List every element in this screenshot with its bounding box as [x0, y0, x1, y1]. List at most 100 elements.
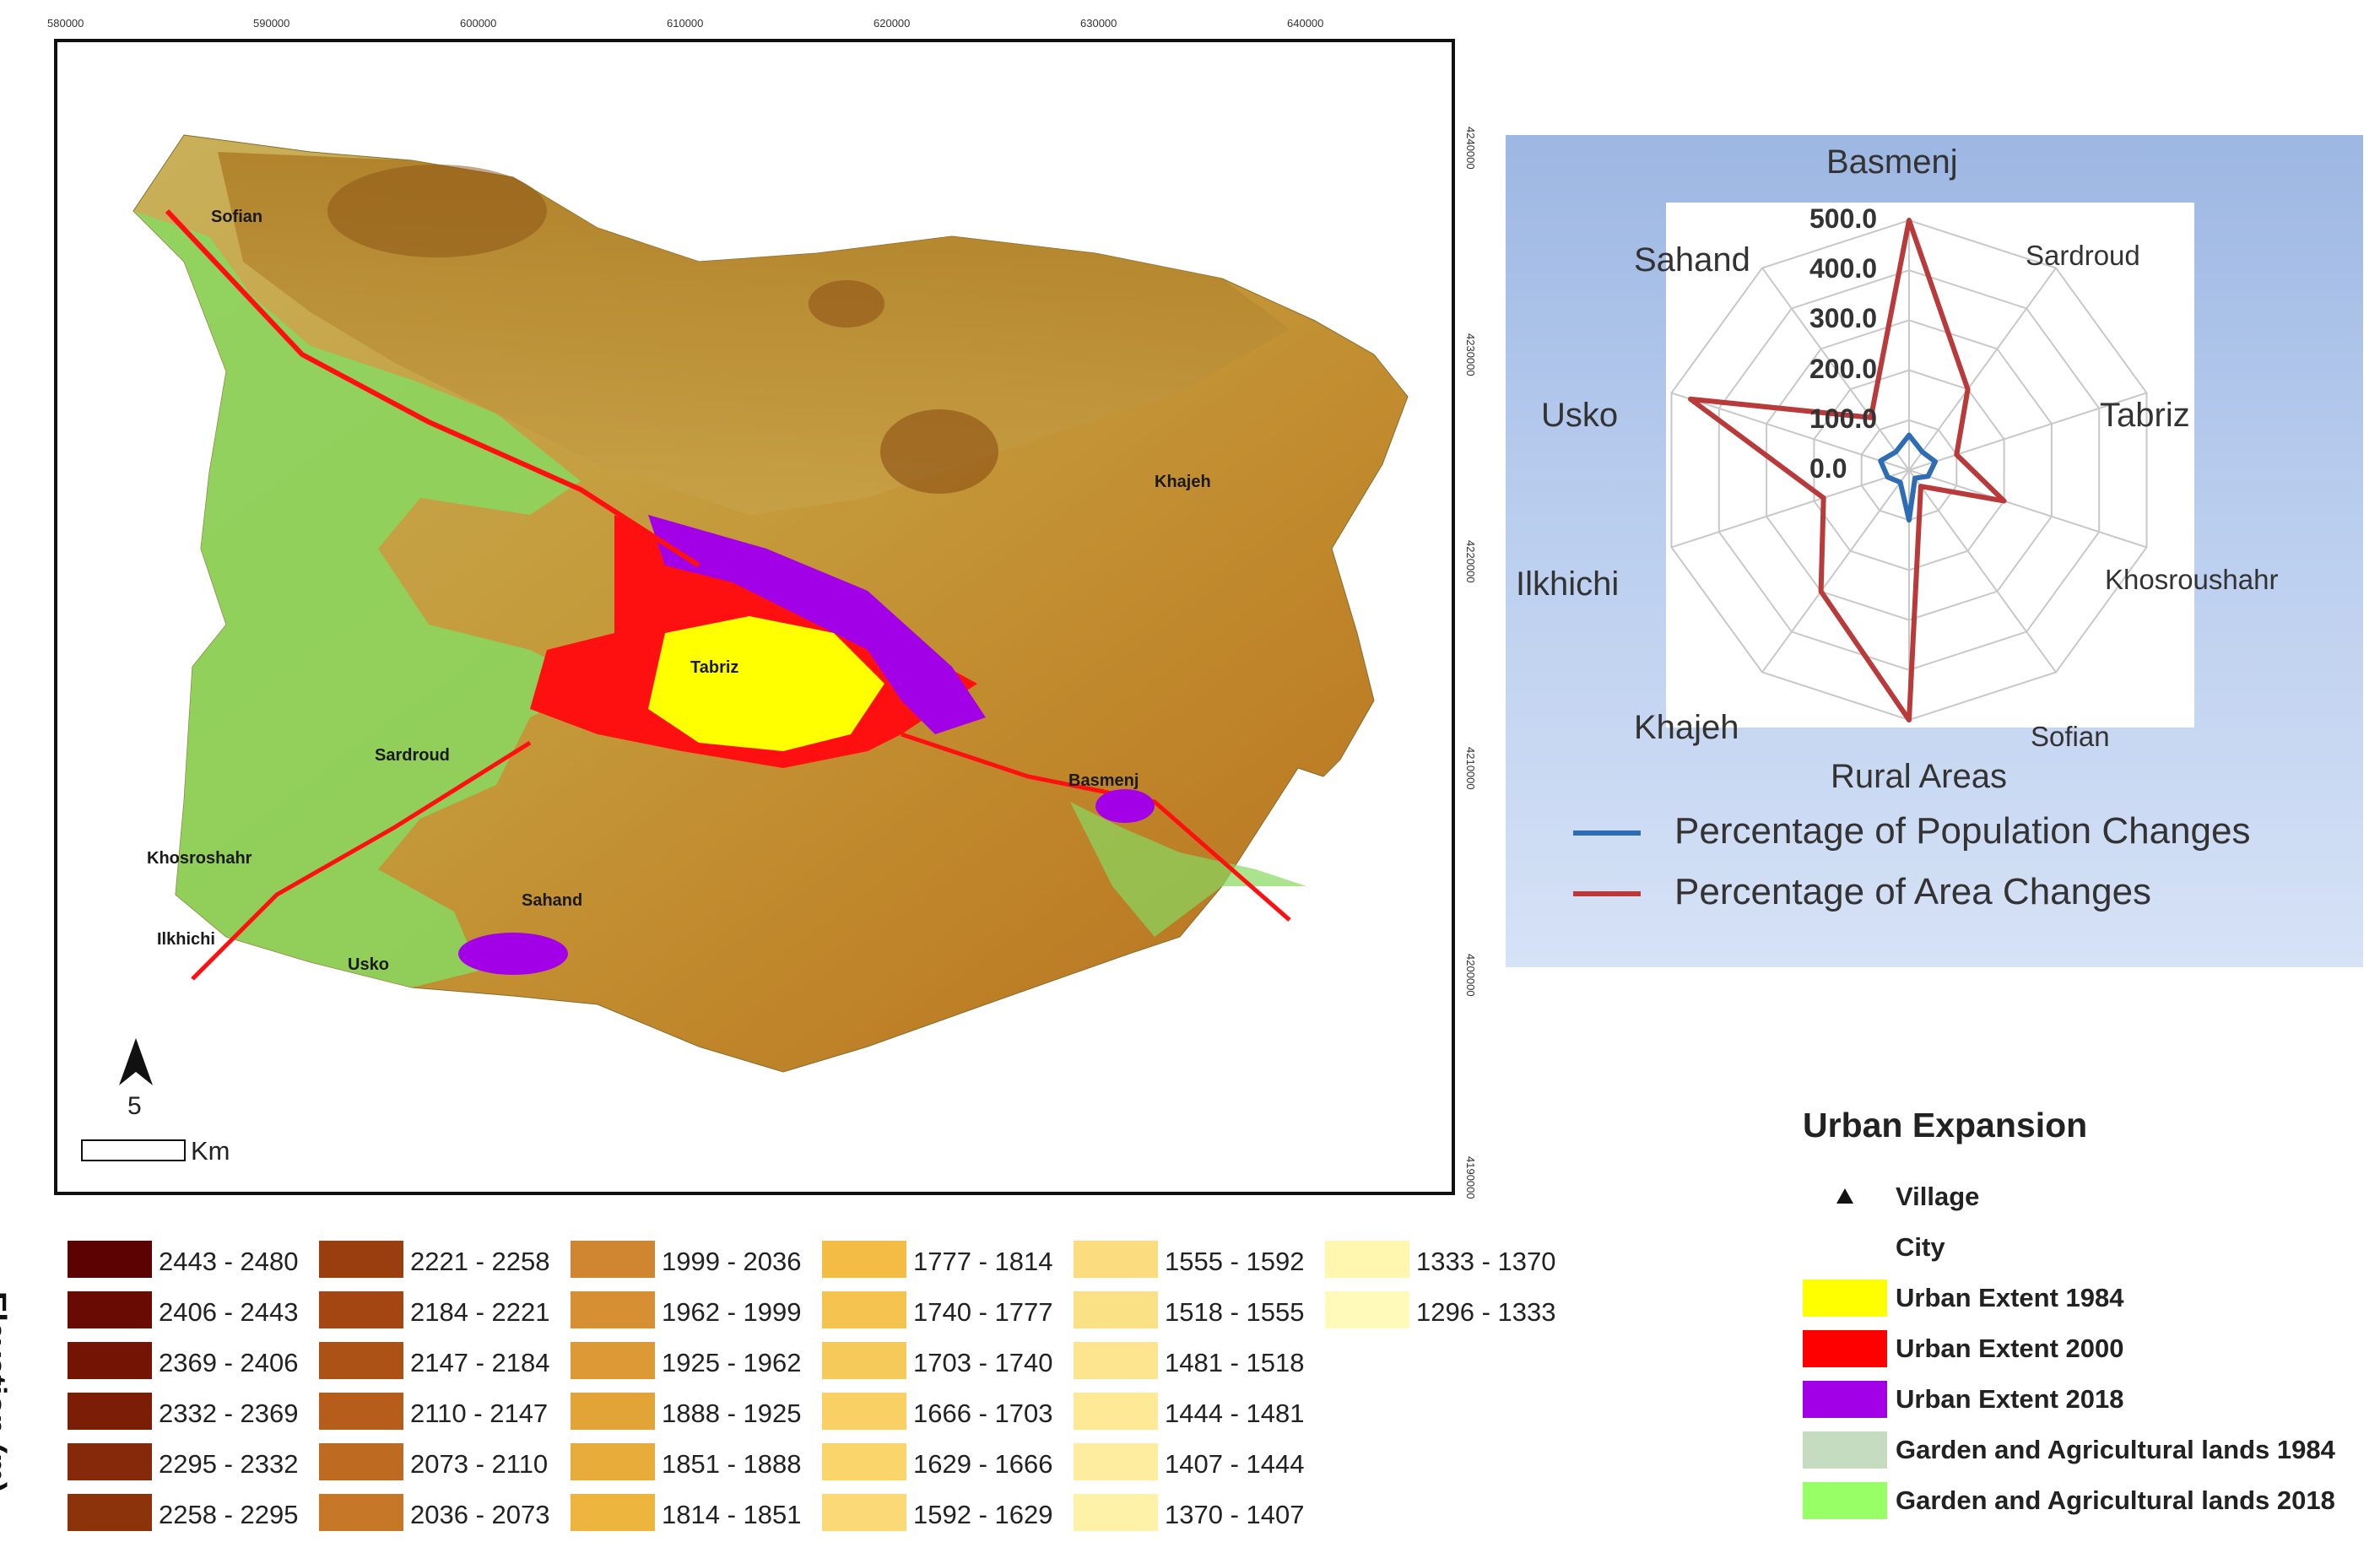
north-arrow [116, 1038, 155, 1093]
elevation-class-label: 1740 - 1777 [913, 1297, 1053, 1327]
radar-spoke [1761, 267, 1910, 471]
elevation-swatch [822, 1241, 906, 1278]
legend-garden-1984-label: Garden and Agricultural lands 1984 [1896, 1435, 2335, 1464]
legend-area-label: Percentage of Area Changes [1674, 871, 2152, 912]
radar-axis-label: Sofian [2031, 721, 2110, 752]
map-place-label: Tabriz [690, 658, 739, 677]
map-x-tick: 620000 [874, 17, 911, 30]
map-x-tick: 580000 [47, 17, 84, 30]
legend-area-line [1573, 891, 1641, 897]
elevation-class-label: 2147 - 2184 [410, 1348, 550, 1377]
elevation-swatch [319, 1342, 403, 1379]
ridge-peak [809, 280, 884, 327]
map-y-tick: 4220000 [1464, 540, 1477, 583]
elevation-swatch [68, 1494, 152, 1531]
elevation-class-label: 1703 - 1740 [913, 1348, 1053, 1377]
north-ridge [327, 165, 547, 257]
elevation-swatch [1074, 1342, 1158, 1379]
elevation-swatch [319, 1443, 403, 1480]
swatch-urban-2000 [1803, 1330, 1887, 1367]
elevation-swatch [68, 1393, 152, 1430]
map-y-tick: 4190000 [1464, 1156, 1477, 1199]
radar-axis-label: Basmenj [1826, 143, 1958, 181]
north-arrow-label: 5 [127, 1092, 142, 1120]
elevation-swatch [571, 1443, 655, 1480]
elevation-swatch [1325, 1241, 1409, 1278]
elevation-swatch [822, 1494, 906, 1531]
map-y-tick: 4230000 [1464, 333, 1477, 376]
radar-axis-label: Tabriz [2100, 397, 2190, 434]
legend-population-label: Percentage of Population Changes [1674, 810, 2251, 852]
radar-axis-label: Sardroud [2026, 240, 2140, 271]
map-x-tick: 640000 [1287, 17, 1324, 30]
legend-city: City [1803, 1227, 2377, 1269]
elevation-swatch [822, 1291, 906, 1328]
elevation-class-label: 1370 - 1407 [1165, 1500, 1305, 1529]
elevation-swatch [68, 1443, 152, 1480]
radar-tick-label: 400.0 [1809, 253, 1878, 284]
elevation-class-label: 1592 - 1629 [913, 1500, 1053, 1529]
swatch-urban-1984 [1803, 1280, 1887, 1317]
elevation-class-label: 1629 - 1666 [913, 1449, 1053, 1479]
legend-urban-2018: Urban Extent 2018 [1803, 1379, 2377, 1421]
elevation-class-label: 2369 - 2406 [159, 1348, 299, 1377]
elevation-class-label: 2258 - 2295 [159, 1500, 299, 1529]
radar-axis-label: Khajeh [1634, 709, 1739, 746]
radar-spoke [1908, 469, 2147, 549]
elevation-swatch [68, 1291, 152, 1328]
map-place-label: Khajeh [1155, 473, 1211, 491]
elevation-class-label: 1518 - 1555 [1165, 1297, 1305, 1327]
radar-tick-label: 300.0 [1809, 303, 1878, 334]
radar-tick-label: 500.0 [1809, 203, 1878, 234]
scale-bar [81, 1139, 186, 1161]
elevation-class-label: 2221 - 2258 [410, 1247, 550, 1276]
radar-spoke [1908, 392, 2147, 471]
elevation-class-label: 1407 - 1444 [1165, 1449, 1305, 1479]
radar-axis-label: Ilkhichi [1516, 565, 1620, 603]
elevation-class-label: 2332 - 2369 [159, 1399, 299, 1428]
scale-label: Km [191, 1136, 230, 1166]
elevation-swatch [1074, 1291, 1158, 1328]
area-changes-series [1688, 218, 2007, 722]
elevation-swatch [571, 1291, 655, 1328]
map-x-tick: 600000 [460, 17, 497, 30]
radar-spoke [1671, 392, 1910, 471]
elevation-class-label: 1481 - 1518 [1165, 1348, 1305, 1377]
legend-urban-2000: Urban Extent 2000 [1803, 1328, 2377, 1371]
elevation-swatch [571, 1393, 655, 1430]
legend-village: Village [1803, 1177, 2377, 1219]
elevation-class-label: 2110 - 2147 [410, 1399, 549, 1428]
map-place-label: Sofian [211, 208, 263, 226]
elevation-swatch [1074, 1443, 1158, 1480]
legend-urban-2018-label: Urban Extent 2018 [1896, 1384, 2124, 1414]
elevation-map [133, 134, 1409, 1073]
map-frame [54, 39, 1455, 1195]
elevation-legend-title: Elevation (m) [0, 1291, 12, 1493]
elevation-class-label: 2295 - 2332 [159, 1449, 299, 1479]
urban-corridor-south [191, 740, 532, 981]
radar-axis-label: Sahand [1634, 241, 1750, 279]
radar-tick-label: 0.0 [1809, 453, 1847, 484]
map-place-label: Khosroshahr [147, 849, 252, 868]
map-x-tick: 590000 [253, 17, 290, 30]
legend-urban-1984-label: Urban Extent 1984 [1896, 1283, 2124, 1312]
map-x-tick: 630000 [1080, 17, 1117, 30]
elevation-class-label: 1555 - 1592 [1165, 1247, 1305, 1276]
radar-plot-area [1666, 203, 2194, 728]
elevation-swatch [1325, 1291, 1409, 1328]
elevation-swatch [1074, 1494, 1158, 1531]
elevation-swatch [822, 1393, 906, 1430]
elevation-swatch [319, 1494, 403, 1531]
elevation-swatch [571, 1241, 655, 1278]
elevation-class-label: 1777 - 1814 [913, 1247, 1053, 1276]
radar-tick-label: 200.0 [1809, 353, 1878, 384]
map-y-tick: 4200000 [1464, 954, 1477, 997]
swatch-garden-1984 [1803, 1431, 1887, 1469]
radar-chart-panel: 500.0 400.0 300.0 200.0 100.0 0.0 Basmenj Sardr… [1506, 135, 2363, 967]
urban-1984-yellow [648, 616, 884, 751]
radar-chart [1670, 218, 2148, 722]
elevation-class-label: 1666 - 1703 [913, 1399, 1053, 1428]
elevation-class-label: 2406 - 2443 [159, 1297, 299, 1327]
elevation-swatch [319, 1393, 403, 1430]
map-place-label: Sardroud [375, 746, 450, 765]
